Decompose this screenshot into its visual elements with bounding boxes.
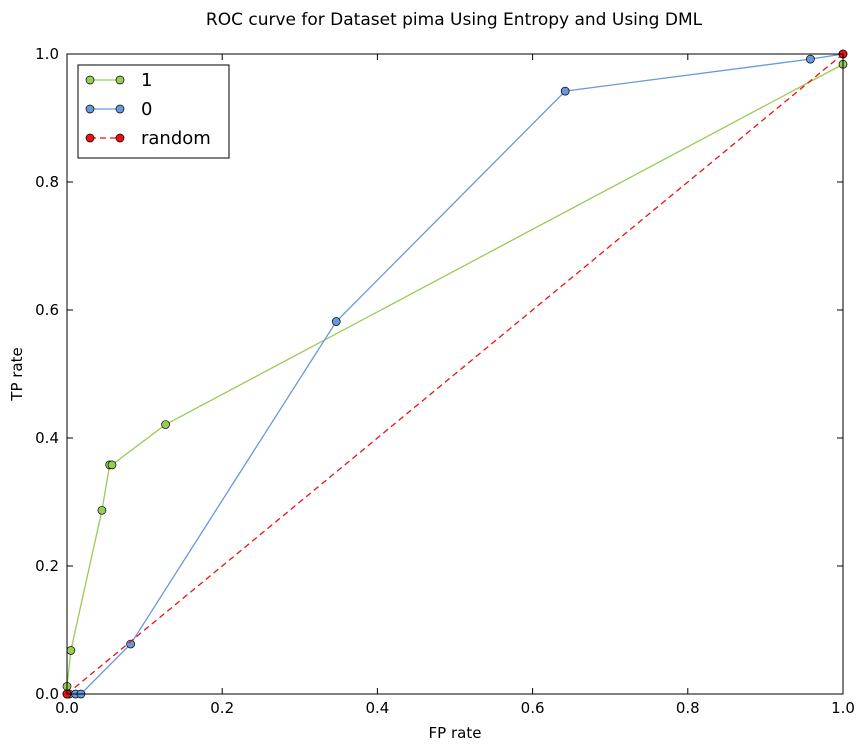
legend-marker	[85, 75, 95, 85]
y-tick-label: 0.8	[35, 173, 59, 191]
axis-ticks: 0.0 0.2 0.4 0.6 0.8 1.0 0.0 0.2 0.4 0.6 0.8 1.0	[35, 45, 855, 717]
series-1	[62, 59, 848, 699]
legend-marker	[115, 133, 125, 143]
y-tick-label: 1.0	[35, 45, 59, 63]
series-line-1	[66, 63, 844, 694]
x-tick-label: 0.2	[210, 699, 234, 717]
series-0-point	[126, 639, 135, 649]
x-tick-label: 1.0	[831, 699, 855, 717]
legend-item-0: 0	[85, 99, 152, 120]
x-axis-label: FP rate	[429, 724, 482, 742]
legend-label: 0	[141, 99, 152, 120]
y-axis-label: TP rate	[8, 347, 26, 401]
series-1-point	[161, 420, 170, 429]
series-line-random	[66, 53, 844, 695]
series-1-point	[107, 460, 117, 470]
legend: 1 0 random	[77, 64, 230, 159]
plot-frame	[66, 53, 844, 695]
legend-marker	[115, 75, 125, 85]
y-tick-label: 0.2	[35, 557, 59, 575]
x-tick-label: 0.4	[365, 699, 389, 717]
series-1-point	[97, 505, 107, 515]
legend-marker	[85, 104, 95, 114]
x-tick-label: 0.0	[55, 699, 79, 717]
y-tick-label: 0.0	[35, 685, 59, 703]
legend-item-random: random	[85, 128, 211, 149]
legend-label: random	[141, 128, 211, 149]
legend-marker	[85, 133, 95, 143]
legend-marker	[115, 104, 125, 114]
x-tick-label: 0.6	[521, 699, 545, 717]
legend-item-1: 1	[85, 70, 152, 91]
series-1-point	[66, 646, 76, 655]
y-tick-label: 0.6	[35, 301, 59, 319]
y-tick-label: 0.4	[35, 429, 59, 447]
chart-title: ROC curve for Dataset pima Using Entropy…	[206, 10, 703, 30]
x-tick-label: 0.8	[676, 699, 700, 717]
series-0-point	[560, 86, 570, 96]
series-0-point	[331, 317, 341, 326]
series-0-point	[806, 54, 815, 64]
legend-label: 1	[141, 70, 152, 91]
